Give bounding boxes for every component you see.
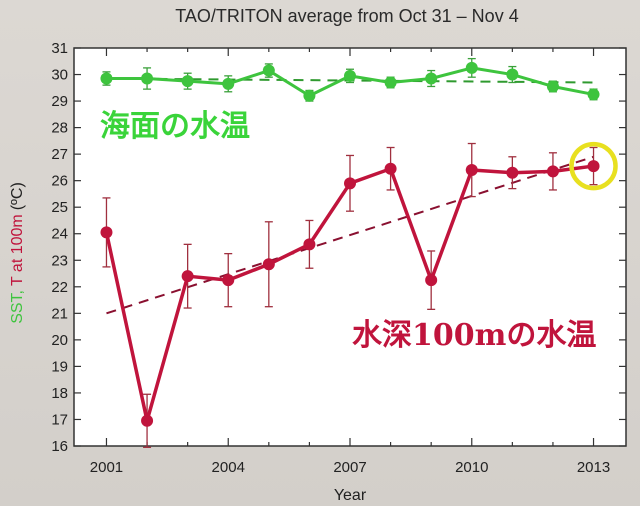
sst-point	[587, 88, 600, 101]
t100-point	[141, 414, 154, 427]
sst-point	[546, 80, 559, 93]
t100-point	[222, 274, 235, 287]
y-tick-label: 16	[51, 438, 68, 455]
y-tick-label: 18	[51, 385, 68, 402]
x-tick-label: 2013	[577, 459, 610, 476]
sst-point	[506, 68, 519, 81]
y-tick-label: 31	[51, 40, 68, 57]
highlight-circle	[569, 141, 618, 191]
x-tick-label: 2010	[455, 459, 488, 476]
t100-point	[425, 274, 438, 287]
x-tick-label: 2004	[212, 459, 245, 476]
chart-title: TAO/TRITON average from Oct 31 – Nov 4	[175, 6, 518, 26]
t100-point	[587, 160, 600, 173]
t100-point	[546, 165, 559, 178]
sst-point	[262, 64, 275, 77]
sst-point	[425, 72, 438, 85]
y-tick-label: 23	[51, 252, 68, 269]
t100-annotation: 水深100mの水温	[352, 318, 596, 353]
t100-point	[506, 166, 519, 179]
y-tick-label: 25	[51, 199, 68, 216]
t100-point	[262, 258, 275, 271]
y-tick-label: 26	[51, 173, 68, 190]
y-axis-label: SST,T at 100m(ºC)	[9, 182, 26, 324]
x-axis-label: Year	[334, 487, 367, 504]
t100-point	[465, 164, 478, 177]
y-tick-label: 27	[51, 146, 68, 163]
y-tick-label: 24	[51, 226, 68, 243]
y-tick-label: 20	[51, 332, 68, 349]
axis-ticks: 16 17 18 19 20 21 22 23 24 25 26 27 28 29 30 31 2001 2004…	[51, 40, 626, 476]
t100-point	[384, 162, 397, 175]
y-tick-label: 28	[51, 120, 68, 137]
sst-point	[141, 72, 154, 85]
x-tick-label: 2007	[333, 459, 366, 476]
y-tick-label: 19	[51, 358, 68, 375]
plot-area	[73, 47, 627, 447]
t100-point	[100, 226, 113, 239]
x-tick-label: 2001	[90, 459, 123, 476]
sst-point	[344, 69, 356, 82]
y-tick-label: 17	[51, 411, 68, 428]
sst-point	[465, 61, 478, 74]
t100-point	[303, 238, 316, 251]
sst-point	[303, 89, 316, 102]
sst-point	[100, 72, 113, 85]
y-tick-label: 21	[51, 305, 68, 322]
sst-point	[181, 75, 194, 88]
t100-point	[344, 177, 356, 190]
y-tick-label: 22	[51, 279, 68, 296]
t100-point	[181, 270, 194, 283]
sst-annotation: 海面の水温	[100, 109, 250, 144]
sst-point	[384, 76, 397, 89]
y-tick-label: 30	[51, 67, 68, 84]
series-layer	[100, 57, 618, 448]
sst-point	[222, 77, 235, 90]
y-tick-label: 29	[51, 93, 68, 110]
